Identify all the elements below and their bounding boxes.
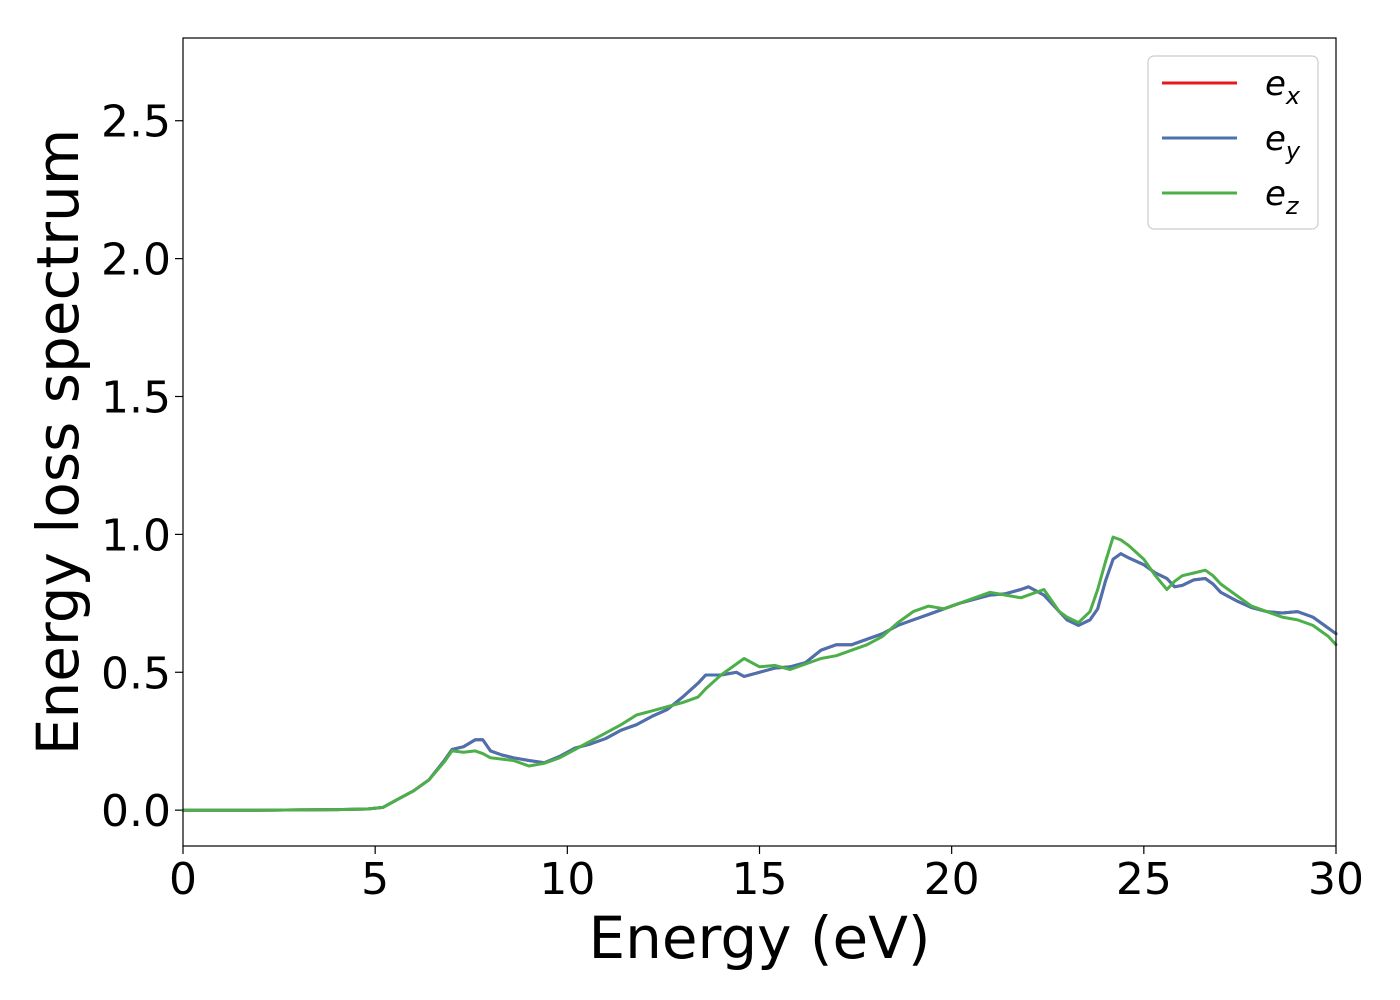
x-tick-label: 20 xyxy=(924,854,980,905)
x-tick-label: 5 xyxy=(361,854,389,905)
y-tick-label: 0.0 xyxy=(101,786,171,837)
legend-label-y: ey xyxy=(1265,119,1301,165)
y-tick-label: 2.0 xyxy=(101,235,171,286)
y-tick-label: 1.0 xyxy=(101,510,171,561)
legend-label-base: e xyxy=(1265,174,1286,214)
y-axis-ticks: 0.0 0.5 1.0 1.5 2.0 2.5 xyxy=(101,97,183,837)
legend-box xyxy=(1147,55,1319,230)
y-tick-label: 0.5 xyxy=(101,648,171,699)
plot-frame xyxy=(182,37,1337,847)
legend-label-x: ex xyxy=(1265,64,1301,110)
y-tick-label: 1.5 xyxy=(101,372,171,423)
legend-label-subscript: x xyxy=(1285,82,1301,110)
y-axis-label: Energy loss spectrum xyxy=(24,129,92,755)
x-axis-label: Energy (eV) xyxy=(588,904,930,972)
legend-label-subscript: y xyxy=(1285,137,1301,165)
series-line-z xyxy=(181,535,1338,812)
legend-label-z: ez xyxy=(1265,174,1300,220)
legend-label-subscript: z xyxy=(1285,192,1300,220)
x-tick-label: 15 xyxy=(732,854,788,905)
y-tick-label: 2.5 xyxy=(101,97,171,148)
legend-label-base: e xyxy=(1265,119,1286,159)
x-tick-label: 10 xyxy=(539,854,595,905)
x-axis-ticks: 0 5 10 15 20 25 30 xyxy=(169,846,1364,905)
legend-label-base: e xyxy=(1265,64,1286,104)
series-line-y xyxy=(181,552,1338,812)
x-tick-label: 25 xyxy=(1116,854,1172,905)
series-layer xyxy=(181,535,1338,812)
x-tick-label: 30 xyxy=(1308,854,1364,905)
x-tick-label: 0 xyxy=(169,854,197,905)
